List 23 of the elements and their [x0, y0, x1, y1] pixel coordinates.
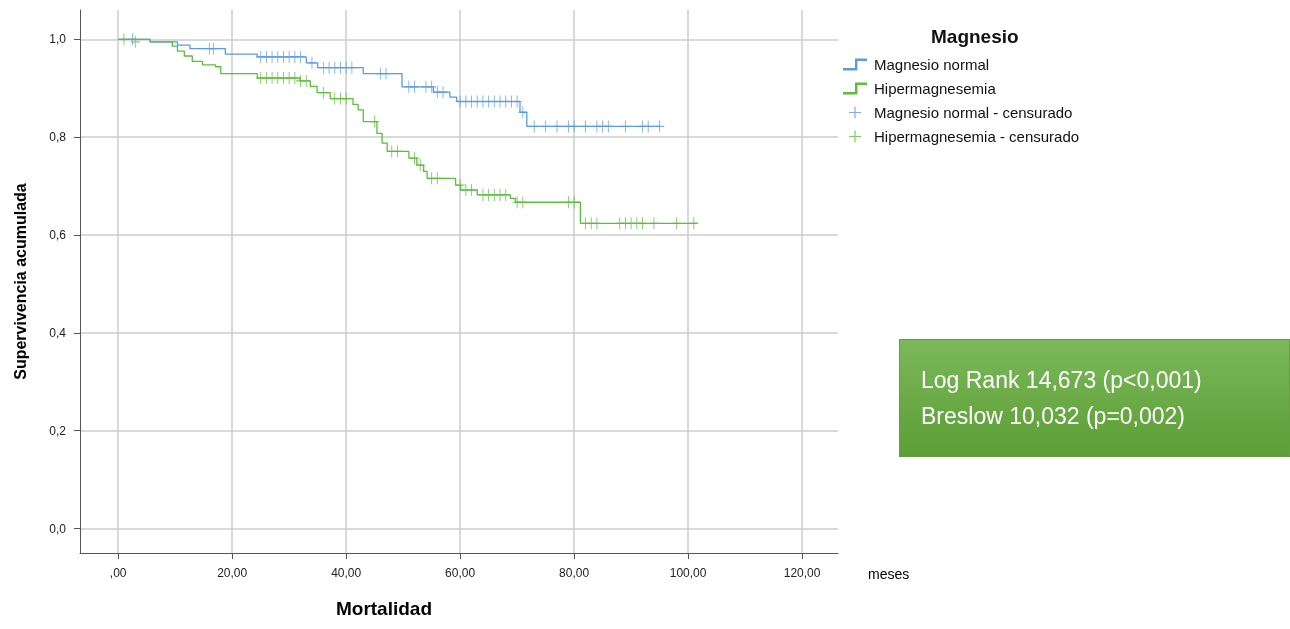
y-tick-label: 0,0 [49, 521, 67, 536]
legend-label: Magnesio normal [874, 56, 990, 73]
x-tick-label: 120,00 [783, 566, 821, 580]
y-axis-title: Supervivencia acumulada [11, 183, 29, 380]
x-tick-label: 60,00 [445, 566, 476, 580]
text: meses [868, 566, 910, 582]
legend-label: Magnesio normal - censurado [874, 104, 1073, 121]
y-tick-label: 0,4 [49, 325, 67, 340]
legend-label: Hipermagnesemia - censurado [874, 128, 1080, 145]
text: Breslow 10,032 (p=0,002) [921, 402, 1187, 431]
y-tick-label: 1,0 [49, 32, 67, 47]
y-tick-label: 0,8 [49, 130, 67, 145]
x-tick-label: ,00 [109, 566, 127, 580]
legend-label: Hipermagnesemia [874, 80, 997, 97]
y-tick-label: 0,6 [49, 228, 67, 243]
x-tick-label: 20,00 [217, 566, 248, 580]
text: Log Rank 14,673 (p<0,001) [921, 366, 1203, 395]
x-axis-title: Mortalidad [335, 598, 433, 619]
x-tick-label: 100,00 [669, 566, 707, 580]
x-tick-label: 40,00 [331, 566, 362, 580]
legend-title: Magnesio [931, 26, 1019, 47]
y-tick-label: 0,2 [49, 423, 67, 438]
x-tick-label: 80,00 [559, 566, 590, 580]
